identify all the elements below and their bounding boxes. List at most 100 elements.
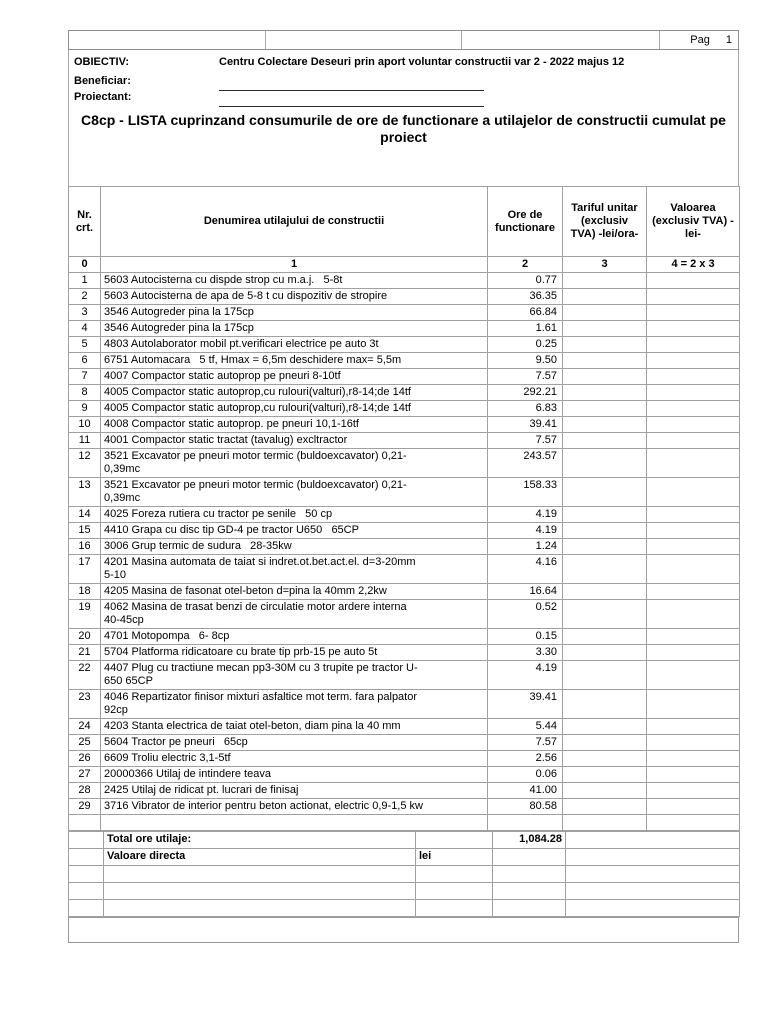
row-number-cell: 22 bbox=[68, 660, 101, 690]
row-number-cell: 6 bbox=[68, 352, 101, 369]
col-header-denumire: Denumirea utilajului de constructii bbox=[100, 186, 488, 257]
tarif-unitar-cell bbox=[562, 734, 647, 751]
table-row: 11 4001 Compactor static tractat (tavalug… bbox=[68, 432, 740, 449]
valoare-directa-row: Valoare directa lei bbox=[68, 848, 740, 866]
equipment-table: Nr. crt. Denumirea utilajului de constru… bbox=[68, 186, 740, 831]
valoare-cell bbox=[646, 320, 740, 337]
row-number-cell: 15 bbox=[68, 522, 101, 539]
total-label: Total ore utilaje: bbox=[103, 831, 416, 849]
table-row: 27 20000366 Utilaj de intindere teava 0.06 bbox=[68, 766, 740, 783]
row-number-cell: 27 bbox=[68, 766, 101, 783]
tarif-unitar-cell bbox=[562, 506, 647, 523]
row-number-cell: 18 bbox=[68, 583, 101, 600]
ore-value-cell: 4.19 bbox=[487, 660, 563, 690]
table-row: 10 4008 Compactor static autoprop. pe pne… bbox=[68, 416, 740, 433]
tarif-unitar-cell bbox=[562, 718, 647, 735]
valoare-cell bbox=[646, 538, 740, 555]
valoare-cell bbox=[646, 628, 740, 645]
table-header-row: Nr. crt. Denumirea utilajului de constru… bbox=[68, 186, 740, 257]
header-strip-cell bbox=[69, 31, 266, 49]
row-number-cell: 19 bbox=[68, 599, 101, 629]
table-row: 25 5604 Tractor pe pneuri 65cp 7.57 bbox=[68, 734, 740, 751]
tarif-unitar-cell bbox=[562, 660, 647, 690]
valoare-cell bbox=[646, 432, 740, 449]
valoare-cell bbox=[646, 660, 740, 690]
table-row: 18 4205 Masina de fasonat otel-beton d=pi… bbox=[68, 583, 740, 600]
ore-value-cell: 39.41 bbox=[487, 689, 563, 719]
page-number-cell: Pag 1 bbox=[660, 31, 738, 49]
row-number-cell: 17 bbox=[68, 554, 101, 584]
table-row: 7 4007 Compactor static autoprop pe pneur… bbox=[68, 368, 740, 385]
ore-value-cell: 0.25 bbox=[487, 336, 563, 353]
ore-value-cell: 7.57 bbox=[487, 432, 563, 449]
index-cell: 1 bbox=[100, 256, 488, 273]
valoare-cell bbox=[646, 368, 740, 385]
row-number-cell: 2 bbox=[68, 288, 101, 305]
valoare-cell bbox=[646, 400, 740, 417]
valoare-cell bbox=[646, 689, 740, 719]
tarif-unitar-cell bbox=[562, 448, 647, 478]
tarif-unitar-cell bbox=[562, 400, 647, 417]
ore-value-cell: 80.58 bbox=[487, 798, 563, 815]
ore-value-cell: 3.30 bbox=[487, 644, 563, 661]
obiectiv-value: Centru Colectare Deseuri prin aport volu… bbox=[219, 56, 625, 68]
valoare-cell bbox=[646, 416, 740, 433]
page-label: Pag bbox=[690, 34, 710, 46]
valoare-cell bbox=[646, 599, 740, 629]
ore-value-cell: 0.06 bbox=[487, 766, 563, 783]
row-number-cell: 7 bbox=[68, 368, 101, 385]
row-number-cell: 25 bbox=[68, 734, 101, 751]
ore-value-cell: 292.21 bbox=[487, 384, 563, 401]
ore-value-cell: 0.15 bbox=[487, 628, 563, 645]
row-number-cell: 12 bbox=[68, 448, 101, 478]
empty-row bbox=[68, 882, 740, 900]
utilaj-name-cell: 4008 Compactor static autoprop. pe pneur… bbox=[100, 416, 488, 433]
valoare-directa-label: Valoare directa bbox=[103, 848, 416, 866]
table-row: 6 6751 Automacara 5 tf, Hmax = 6,5m desch… bbox=[68, 352, 740, 369]
empty-spacer-row bbox=[68, 814, 740, 831]
utilaj-name-cell: 4410 Grapa cu disc tip GD-4 pe tractor U… bbox=[100, 522, 488, 539]
column-index-row: 0 1 2 3 4 = 2 x 3 bbox=[68, 256, 740, 273]
ore-value-cell: 66.84 bbox=[487, 304, 563, 321]
row-number-cell: 5 bbox=[68, 336, 101, 353]
row-number-cell: 20 bbox=[68, 628, 101, 645]
page-header-strip: Pag 1 bbox=[68, 30, 739, 50]
table-row: 9 4005 Compactor static autoprop,cu rulou… bbox=[68, 400, 740, 417]
ore-value-cell: 5.44 bbox=[487, 718, 563, 735]
utilaj-name-cell: 5604 Tractor pe pneuri 65cp bbox=[100, 734, 488, 751]
ore-value-cell: 2.56 bbox=[487, 750, 563, 767]
table-row: 4 3546 Autogreder pina la 175cp 1.61 bbox=[68, 320, 740, 337]
utilaj-name-cell: 6751 Automacara 5 tf, Hmax = 6,5m deschi… bbox=[100, 352, 488, 369]
row-number-cell: 10 bbox=[68, 416, 101, 433]
col-header-tarif: Tariful unitar (exclusiv TVA) -lei/ora- bbox=[562, 186, 647, 257]
utilaj-name-cell: 3546 Autogreder pina la 175cp bbox=[100, 304, 488, 321]
total-row: Total ore utilaje: 1,084.28 bbox=[68, 831, 740, 849]
utilaj-name-cell: 5603 Autocisterna cu dispde strop cu m.a… bbox=[100, 272, 488, 289]
ore-value-cell: 4.16 bbox=[487, 554, 563, 584]
row-number-cell: 16 bbox=[68, 538, 101, 555]
total-value: 1,084.28 bbox=[492, 831, 566, 849]
obiectiv-label: OBIECTIV: bbox=[74, 56, 130, 68]
utilaj-name-cell: 5704 Platforma ridicatoare cu brate tip … bbox=[100, 644, 488, 661]
ore-value-cell: 0.52 bbox=[487, 599, 563, 629]
tarif-unitar-cell bbox=[562, 628, 647, 645]
tarif-unitar-cell bbox=[562, 689, 647, 719]
table-row: 23 4046 Repartizator finisor mixturi asfa… bbox=[68, 689, 740, 719]
footer-empty-box bbox=[68, 917, 739, 943]
row-number-cell: 9 bbox=[68, 400, 101, 417]
table-row: 21 5704 Platforma ridicatoare cu brate ti… bbox=[68, 644, 740, 661]
index-cell: 4 = 2 x 3 bbox=[646, 256, 740, 273]
valoare-cell bbox=[646, 798, 740, 815]
table-row: 28 2425 Utilaj de ridicat pt. lucrari de … bbox=[68, 782, 740, 799]
index-cell: 0 bbox=[68, 256, 101, 273]
table-row: 8 4005 Compactor static autoprop,cu rulou… bbox=[68, 384, 740, 401]
row-number-cell: 4 bbox=[68, 320, 101, 337]
utilaj-name-cell: 3716 Vibrator de interior pentru beton a… bbox=[100, 798, 488, 815]
tarif-unitar-cell bbox=[562, 750, 647, 767]
col-header-nr: Nr. crt. bbox=[68, 186, 101, 257]
valoare-cell bbox=[646, 336, 740, 353]
utilaj-name-cell: 4007 Compactor static autoprop pe pneuri… bbox=[100, 368, 488, 385]
utilaj-name-cell: 4005 Compactor static autoprop,cu rulour… bbox=[100, 400, 488, 417]
valoare-cell bbox=[646, 506, 740, 523]
tarif-unitar-cell bbox=[562, 320, 647, 337]
